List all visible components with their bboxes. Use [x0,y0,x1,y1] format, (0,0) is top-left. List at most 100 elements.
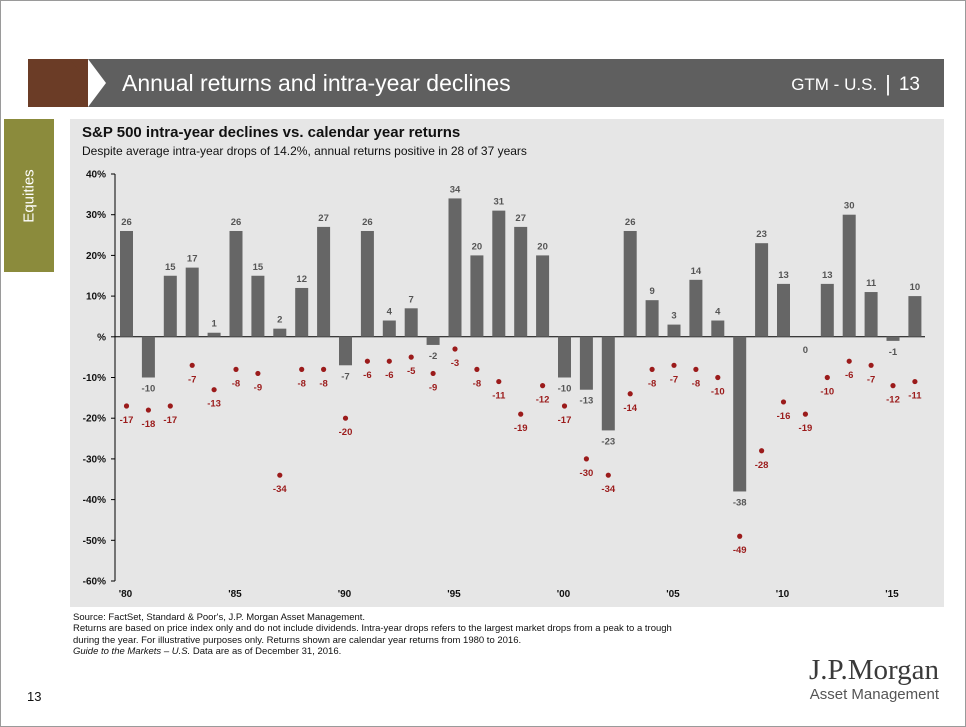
annual-return-bar [492,210,506,337]
annual-return-bar [711,320,725,337]
y-tick-label: -20% [83,414,106,425]
annual-return-bar [689,279,703,337]
footnote-note-1: Returns are based on price index only an… [73,623,672,635]
annual-return-label: 31 [494,197,505,208]
annual-return-bar [251,275,265,337]
intra-year-decline-label: -14 [623,403,637,414]
annual-return-bar [470,255,484,337]
annual-return-label: 15 [253,262,264,273]
intra-year-decline-point [780,399,787,405]
y-tick-label: 20% [86,251,106,262]
annual-return-bar [733,336,747,492]
annual-return-label: 4 [715,307,721,318]
y-tick-label: -50% [83,536,106,547]
annual-return-bar [777,283,790,337]
x-tick-label: '05 [666,589,680,600]
intra-year-decline-label: -8 [297,378,305,389]
footnote-source: Source: FactSet, Standard & Poor's, J.P.… [73,612,366,623]
intra-year-decline-point [430,370,436,377]
annual-return-label: -13 [580,396,594,407]
intra-year-decline-point [299,366,305,372]
annual-return-label: 13 [822,270,833,281]
annual-return-bar [886,336,900,341]
x-tick-label: '95 [447,589,461,600]
y-tick-label: 40% [86,170,106,181]
annual-return-label: -10 [142,384,156,395]
y-tick-label: -40% [83,495,106,506]
annual-return-bar [339,336,352,366]
intra-year-decline-label: -20 [339,427,353,438]
annual-return-label: 3 [671,311,676,322]
annual-return-bar [579,336,593,390]
annual-return-bar [536,255,550,337]
intra-year-decline-point [518,411,524,417]
annual-return-label: 13 [778,270,789,281]
intra-year-decline-label: -10 [820,387,834,398]
intra-year-decline-point [496,378,502,385]
intra-year-decline-label: -10 [711,387,725,398]
annual-return-label: 27 [515,213,526,224]
intra-year-decline-label: -30 [580,468,594,479]
intra-year-decline-point [364,358,370,364]
section-tab[interactable]: Equities [4,119,54,272]
intra-year-decline-label: -8 [232,378,240,389]
intra-year-decline-point [408,354,414,360]
intra-year-decline-point [474,366,480,372]
footnote-note-2: during the year. For illustrative purpos… [73,634,522,646]
annual-return-bar [645,300,659,337]
jpmorgan-logo: J.P.Morgan Asset Management [809,654,939,704]
intra-year-decline-point [233,366,239,372]
annual-return-bar [820,283,834,337]
annual-return-bar [558,336,571,378]
intra-year-decline-point [868,362,874,368]
annual-return-bar [908,296,922,337]
intra-year-decline-label: -49 [733,545,747,556]
annual-return-bar [273,328,287,337]
annual-return-bar [382,320,396,337]
annual-return-label: 2 [277,315,282,326]
annual-return-label: 9 [649,286,654,297]
annual-return-label: 26 [231,217,242,228]
intra-year-decline-point [912,378,918,385]
x-tick-label: '90 [338,589,352,600]
logo-brand: J.P.Morgan [809,654,939,686]
intra-year-decline-label: -13 [207,399,221,410]
annual-return-label: 15 [165,262,176,273]
annual-return-bar [141,336,155,378]
annual-return-bar [755,243,769,337]
x-tick-label: '10 [776,589,790,600]
intra-year-decline-point [846,358,852,364]
intra-year-decline-label: -11 [908,391,922,402]
intra-year-decline-label: -8 [319,378,327,389]
section-separator: | [885,71,891,96]
intra-year-decline-label: -5 [407,366,416,377]
footnote-guide: Guide to the Markets – U.S. Data are as … [73,646,833,657]
annual-return-label: 11 [866,278,877,289]
intra-year-decline-point [321,366,327,372]
intra-year-decline-point [189,362,195,368]
chart-panel [70,119,944,607]
annual-return-label: 12 [296,274,307,285]
intra-year-decline-label: -12 [886,395,900,406]
intra-year-decline-label: -34 [273,484,287,495]
intra-year-decline-label: -17 [558,415,572,426]
intra-year-decline-label: -18 [142,419,156,430]
intra-year-decline-point [605,472,611,478]
intra-year-decline-label: -17 [120,415,134,426]
annual-return-label: -2 [429,351,437,362]
intra-year-decline-label: -19 [799,423,813,434]
intra-year-decline-point [145,407,151,413]
annual-return-label: -23 [601,436,615,447]
annual-return-label: -38 [733,497,747,508]
y-tick-label: 30% [86,210,106,221]
annual-return-bar [667,324,681,337]
annual-return-label: 26 [625,217,636,228]
intra-year-decline-label: -16 [777,411,791,422]
annual-return-label: 27 [318,213,329,224]
intra-year-decline-label: -8 [692,378,700,389]
x-tick-label: '15 [885,589,899,600]
intra-year-decline-label: -17 [163,415,177,426]
footnote-guide-title: Guide to the Markets – U.S. [73,645,191,657]
x-tick-label: '85 [228,589,242,600]
